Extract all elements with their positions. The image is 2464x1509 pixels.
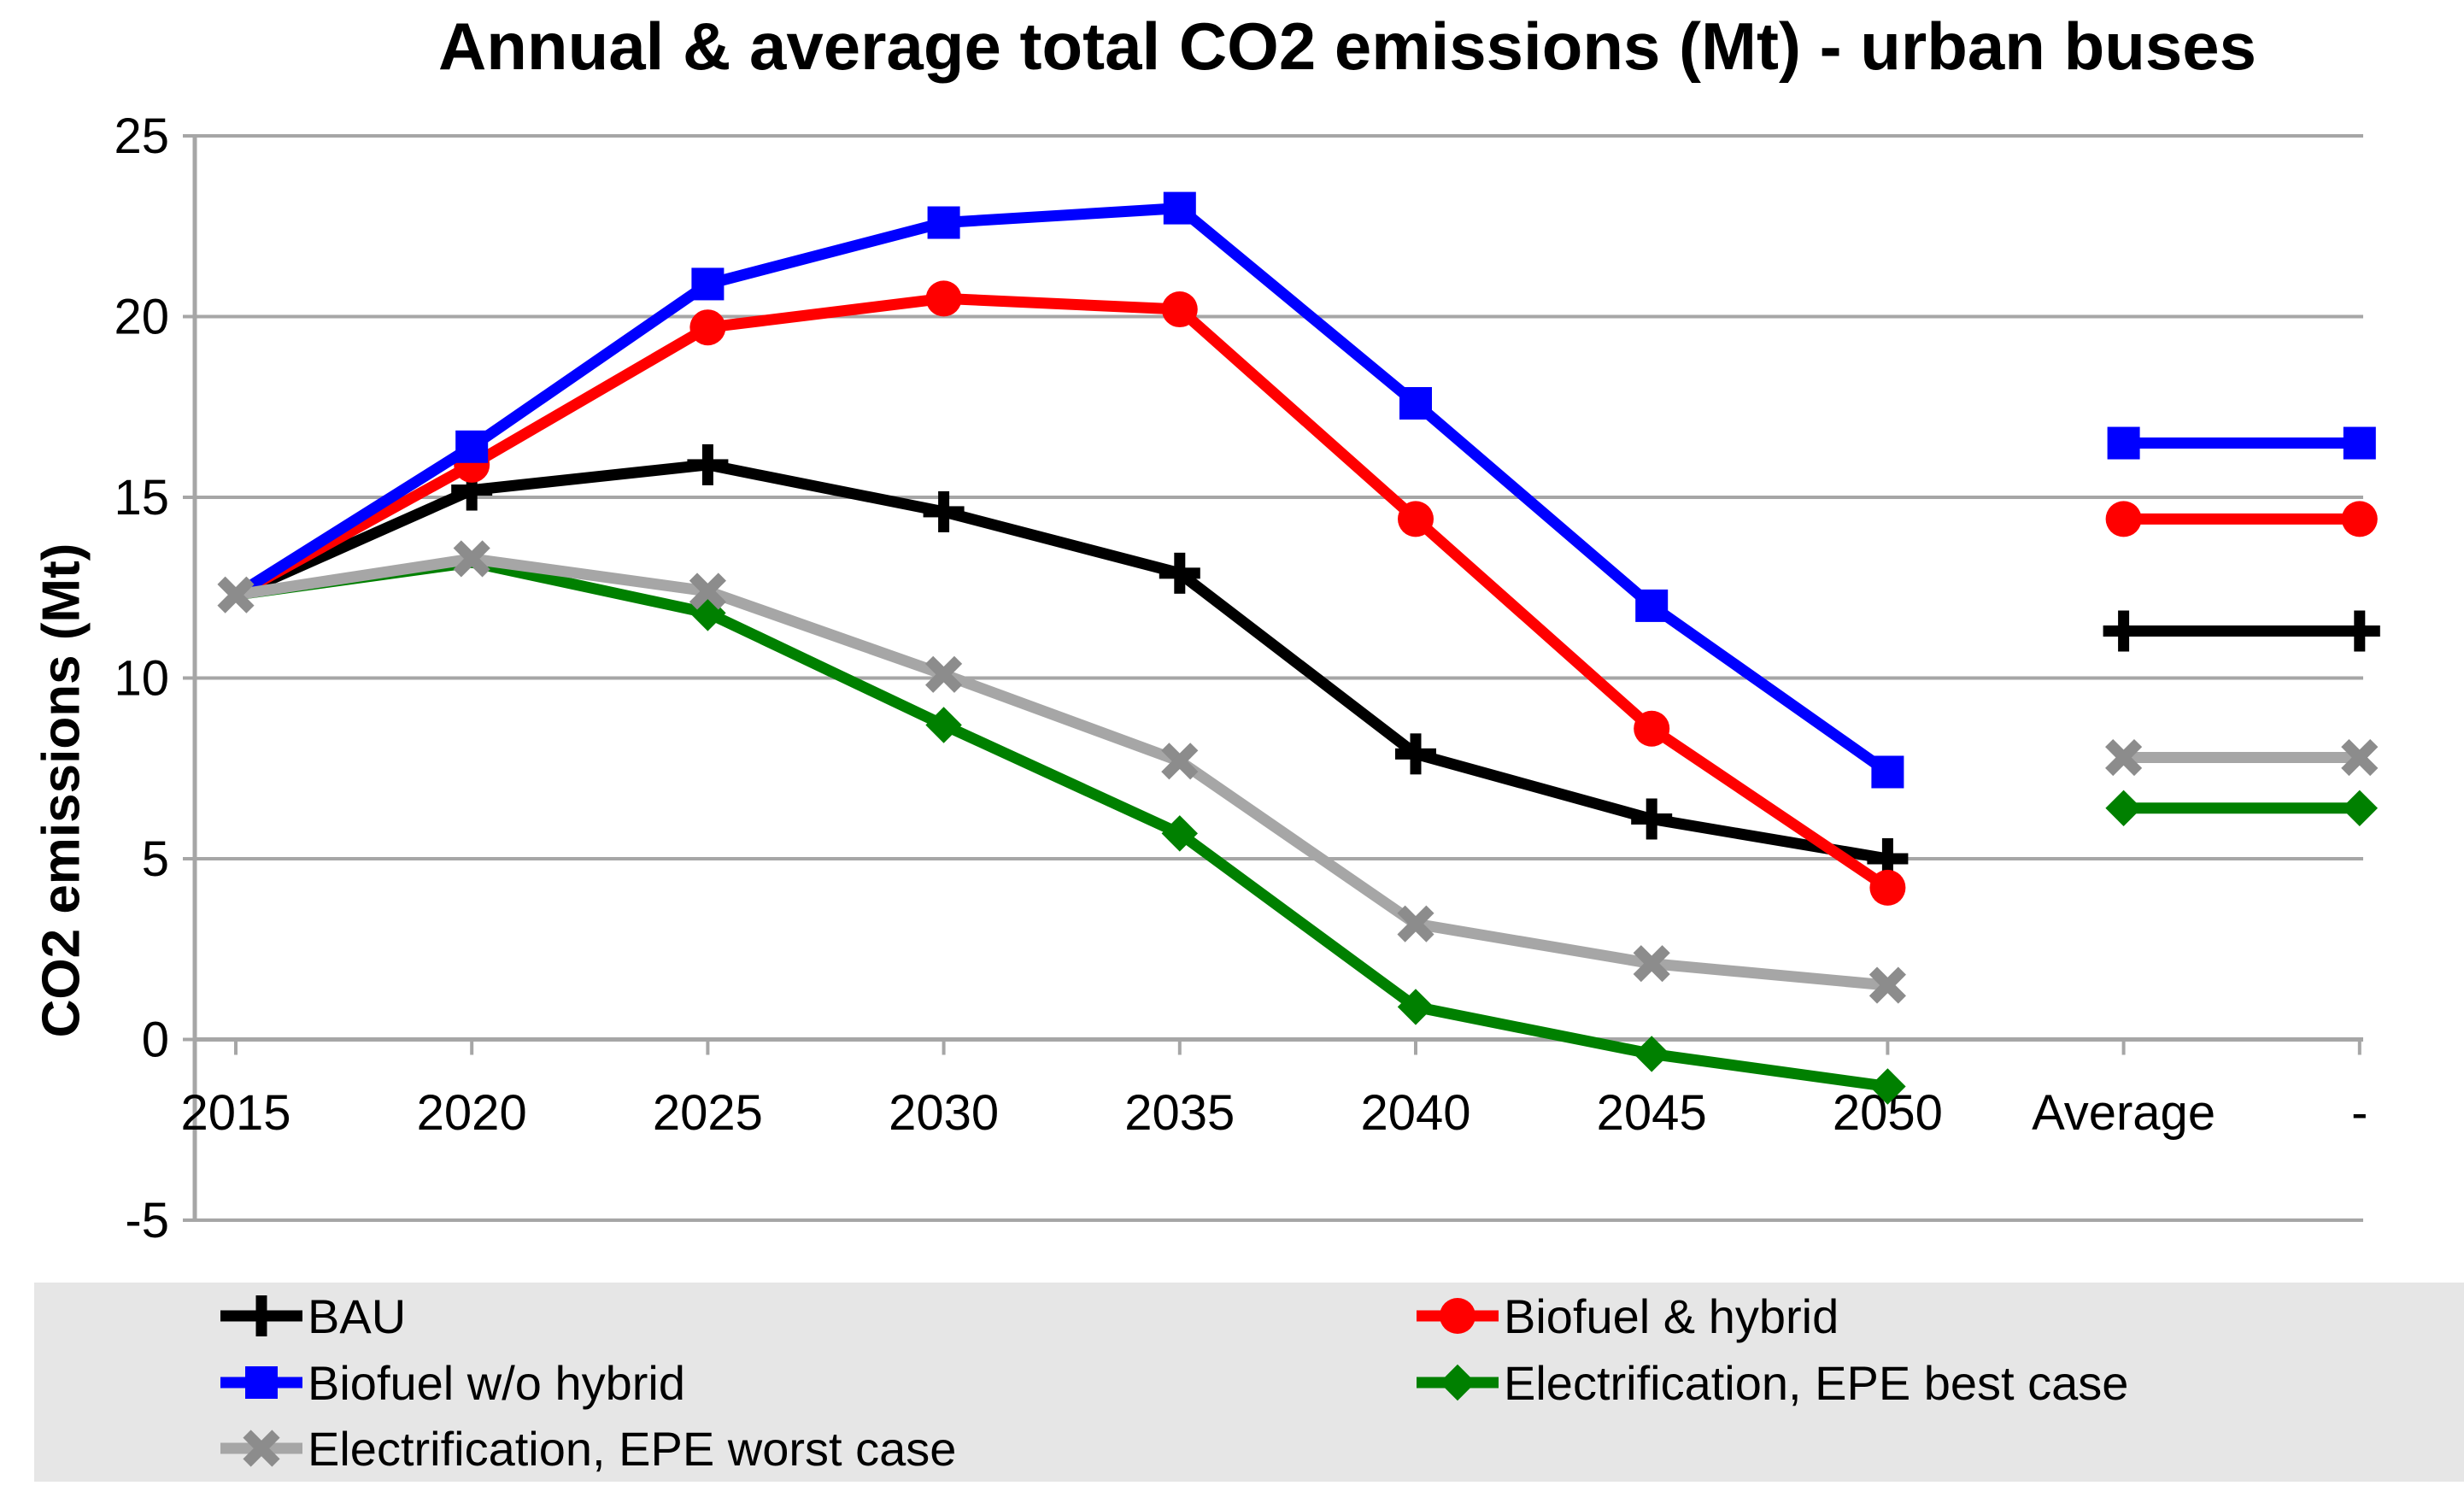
circle-marker-icon	[1161, 291, 1198, 328]
x-marker-icon	[925, 655, 963, 693]
diamond-marker-icon	[1397, 989, 1434, 1025]
plus-marker-icon	[923, 490, 965, 532]
x-tick-label: Average	[2032, 1085, 2215, 1141]
x-tick-label: 2025	[653, 1085, 763, 1141]
x-marker-icon	[243, 1430, 280, 1467]
legend: BAU Biofuel & hybrid Biofuel w/o hybrid …	[34, 1283, 2464, 1482]
x-marker-icon	[217, 576, 255, 614]
series-line	[232, 292, 1892, 893]
diamond-marker-icon	[925, 707, 962, 743]
circle-marker-icon	[925, 280, 962, 317]
x-tick-label: 2040	[1360, 1085, 1470, 1141]
plus-marker-icon	[687, 443, 729, 485]
electrification-worst-x-marker-icon	[220, 1430, 302, 1467]
y-tick-label: 25	[114, 109, 169, 164]
legend-label: Biofuel w/o hybrid	[308, 1355, 686, 1410]
series-line	[232, 203, 1892, 777]
plus-marker-icon	[2338, 610, 2380, 652]
legend-item-electrification-best: Electrification, EPE best case	[1417, 1354, 2128, 1411]
series-biofuel-w-o-hybrid	[232, 191, 2376, 789]
square-marker-icon	[455, 430, 489, 463]
diamond-marker-icon	[2341, 790, 2379, 826]
plus-marker-icon	[1631, 798, 1673, 840]
square-marker-icon	[245, 1366, 278, 1399]
x-marker-icon	[453, 540, 490, 578]
square-marker-icon	[1399, 387, 1432, 420]
circle-marker-icon	[689, 309, 726, 346]
square-marker-icon	[1635, 589, 1669, 622]
x-marker-icon	[689, 572, 726, 610]
legend-item-bau: BAU	[220, 1288, 406, 1344]
plus-marker-icon	[1867, 838, 1909, 879]
legend-label: BAU	[308, 1289, 407, 1343]
circle-marker-icon	[1398, 501, 1434, 537]
circle-marker-icon	[1440, 1298, 1475, 1334]
series-line	[233, 459, 1889, 865]
y-tick-label: 0	[142, 1013, 169, 1068]
series-biofuel-hybrid	[232, 280, 2378, 906]
x-tick-label: 2030	[889, 1085, 999, 1141]
y-tick-label: 5	[142, 831, 169, 887]
square-marker-icon	[927, 206, 960, 239]
square-marker-icon	[1871, 755, 1904, 789]
series-line	[235, 553, 1888, 991]
circle-marker-icon	[2105, 501, 2142, 537]
biofuel-wo-hybrid-square-marker-icon	[220, 1366, 302, 1399]
bau-plus-marker-icon	[220, 1295, 302, 1336]
x-tick-label: -	[2351, 1085, 2367, 1141]
x-tick-label: 2015	[180, 1085, 290, 1141]
diamond-marker-icon	[1161, 815, 1199, 852]
x-tick-label: 2035	[1124, 1085, 1235, 1141]
y-tick-label: -5	[125, 1193, 169, 1248]
series-line	[235, 556, 1889, 1092]
square-marker-icon	[691, 267, 725, 301]
legend-label: Electrification, EPE worst case	[308, 1421, 957, 1476]
legend-item-electrification-worst: Electrification, EPE worst case	[220, 1420, 956, 1477]
x-marker-icon	[1161, 743, 1199, 780]
circle-marker-icon	[1634, 710, 1670, 747]
electrification-best-diamond-marker-icon	[1417, 1364, 1499, 1401]
x-marker-icon	[1397, 905, 1434, 942]
x-marker-icon	[2105, 738, 2143, 777]
x-tick-label: 2045	[1597, 1085, 1707, 1141]
series-bau	[233, 443, 2380, 879]
square-marker-icon	[2343, 426, 2376, 460]
circle-marker-icon	[1869, 869, 1906, 906]
diamond-marker-icon	[1439, 1364, 1476, 1401]
plus-marker-icon	[1395, 733, 1436, 775]
diamond-marker-icon	[1633, 1036, 1670, 1072]
y-tick-label: 10	[114, 651, 169, 707]
legend-label: Biofuel & hybrid	[1504, 1289, 1839, 1343]
circle-marker-icon	[2341, 501, 2378, 537]
diamond-marker-icon	[1869, 1068, 1906, 1105]
legend-item-biofuel-hybrid: Biofuel & hybrid	[1417, 1288, 1839, 1344]
biofuel-hybrid-circle-marker-icon	[1417, 1298, 1499, 1334]
x-marker-icon	[2341, 738, 2379, 777]
x-marker-icon	[1869, 966, 1906, 1004]
x-tick-label: 2020	[417, 1085, 527, 1141]
legend-item-biofuel-wo-hybrid: Biofuel w/o hybrid	[220, 1354, 685, 1411]
series-electrification-epe-worst-case	[217, 540, 2379, 1004]
y-tick-label: 15	[114, 470, 169, 526]
plus-marker-icon	[241, 1295, 282, 1336]
x-marker-icon	[1633, 945, 1670, 983]
diamond-marker-icon	[2105, 790, 2142, 826]
plus-marker-icon	[1159, 552, 1200, 594]
legend-label: Electrification, EPE best case	[1504, 1355, 2129, 1410]
series-electrification-epe-best-case	[235, 556, 2379, 1105]
square-marker-icon	[2107, 426, 2140, 460]
plus-marker-icon	[2103, 610, 2144, 652]
chart-title: Annual & average total CO2 emissions (Mt…	[437, 9, 2257, 84]
square-marker-icon	[1163, 191, 1196, 225]
y-tick-label: 20	[114, 290, 169, 345]
